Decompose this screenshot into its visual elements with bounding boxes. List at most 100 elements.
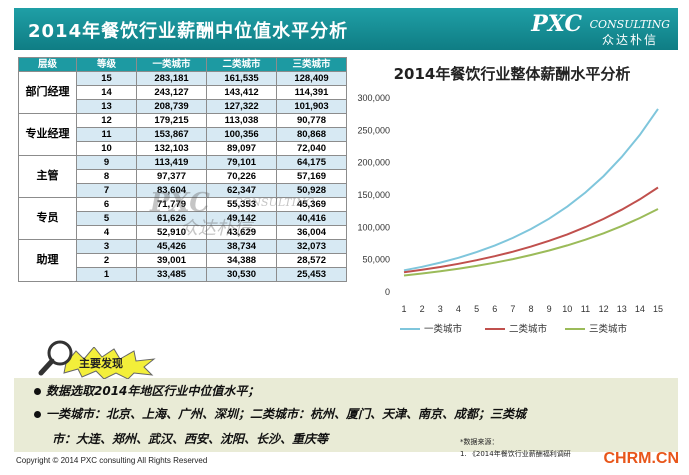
level-label: 专业经理 [18,113,77,156]
salary-cell: 34,388 [206,253,277,268]
salary-cell: 71,779 [136,197,207,212]
salary-cell: 101,903 [276,99,347,114]
level-label: 主管 [18,155,77,198]
key-findings-label: 主要发现 [79,357,123,370]
salary-cell: 38,734 [206,239,277,254]
x-tick-label: 14 [635,304,645,314]
salary-cell: 39,001 [136,253,207,268]
x-tick-label: 10 [562,304,572,314]
level-label: 助理 [18,239,77,282]
legend-label: 二类城市 [509,323,548,335]
salary-cell: 57,169 [276,169,347,184]
logo-chinese-text: 众达朴信 [601,33,658,47]
grade-cell: 14 [76,85,137,100]
salary-cell: 25,453 [276,267,347,282]
header-tier3: 三类城市 [276,57,347,72]
table-body: 部门经理 15 283,181 161,535 128,409 14 243,127 143,… [18,71,347,282]
salary-cell: 90,778 [276,113,347,128]
page-title: 2014年餐饮行业薪酬中位值水平分析 [28,21,349,42]
salary-cell: 113,419 [136,155,207,170]
salary-cell: 243,127 [136,85,207,100]
table-row: 主管 9 113,419 79,101 64,175 [18,155,347,198]
grade-cell: 12 [76,113,137,128]
table-row: 部门经理 15 283,181 161,535 128,409 [18,71,347,114]
table-row: 专员 6 71,779 55,353 45,369 [18,197,347,240]
x-tick-label: 4 [456,304,461,314]
finding-line-3: 市：大连、郑州、武汉、西安、沈阳、长沙、重庆等 [52,432,329,446]
header-grade: 等级 [76,57,137,72]
salary-cell: 49,142 [206,211,277,226]
logo-main-text: PXC [531,11,582,37]
y-tick-label: 200,000 [357,158,390,168]
grade-cell: 3 [76,239,137,254]
table-row: 10 132,103 89,097 72,040 [19,141,347,156]
x-tick-label: 3 [438,304,443,314]
chart-title: 2014年餐饮行业整体薪酬水平分析 [393,65,631,83]
grade-cell: 15 [76,71,137,86]
header-tier2: 二类城市 [206,57,277,72]
x-tick-label: 6 [492,304,497,314]
salary-cell: 70,226 [206,169,277,184]
grade-cell: 4 [76,225,137,240]
table-row: 13 208,739 127,322 101,903 [19,99,347,114]
series-line-1 [403,108,659,272]
grade-cell: 5 [76,211,137,226]
salary-cell: 61,626 [136,211,207,226]
salary-cell: 52,910 [136,225,207,240]
salary-cell: 179,215 [136,113,207,128]
copyright-text: Copyright © 2014 PXC consulting All Righ… [16,456,208,465]
bullet-icon [34,388,41,395]
header-level: 层级 [18,57,77,72]
table-row: 11 153,867 100,356 80,868 [19,127,347,142]
salary-cell: 89,097 [206,141,277,156]
starburst-badge [63,347,156,379]
table-header-row: 层级 等级 一类城市 二类城市 三类城市 [18,57,347,72]
salary-cell: 100,356 [206,127,277,142]
salary-cell: 40,416 [276,211,347,226]
salary-cell: 127,322 [206,99,277,114]
salary-cell: 32,073 [276,239,347,254]
level-label: 部门经理 [18,71,77,114]
legend-label: 三类城市 [589,323,628,335]
salary-cell: 97,377 [136,169,207,184]
salary-cell: 55,353 [206,197,277,212]
salary-cell: 43,629 [206,225,277,240]
findings-box: 数据选取2014年地区行业中位值水平； 一类城市：北京、上海、广州、深圳；二类城… [14,378,678,452]
salary-cell: 83,604 [136,183,207,198]
site-watermark: CHRM.CN [603,450,679,467]
y-tick-label: 50,000 [362,255,390,265]
salary-cell: 283,181 [136,71,207,86]
y-tick-label: 100,000 [357,222,390,232]
grade-cell: 9 [76,155,137,170]
salary-cell: 113,038 [206,113,277,128]
salary-cell: 143,412 [206,85,277,100]
company-logo: PXC CONSULTING 众达朴信 [510,11,670,47]
y-tick-label: 250,000 [357,125,390,135]
table-row: 7 83,604 62,347 50,928 [19,183,347,198]
table-row: 4 52,910 43,629 36,004 [19,225,347,240]
grade-cell: 11 [76,127,137,142]
x-tick-label: 2 [420,304,425,314]
salary-table: 层级 等级 一类城市 二类城市 三类城市 部门经理 15 283,181 161,53… [18,57,347,282]
table-row: 专业经理 12 179,215 113,038 90,778 [18,113,347,156]
grade-cell: 6 [76,197,137,212]
legend-label: 一类城市 [424,323,463,335]
x-tick-label: 5 [474,304,479,314]
salary-cell: 62,347 [206,183,277,198]
x-tick-label: 9 [547,304,552,314]
finding-line-1: 数据选取2014年地区行业中位值水平； [34,382,259,399]
x-tick-label: 15 [653,304,663,314]
salary-cell: 33,485 [136,267,207,282]
x-tick-label: 11 [581,304,590,314]
header-tier1: 一类城市 [136,57,207,72]
data-source: *数据来源： 1. 《2014年餐饮行业薪酬福利调研 [460,436,571,460]
y-tick-label: 150,000 [357,190,390,200]
finding-line-2: 一类城市：北京、上海、广州、深圳；二类城市：杭州、厦门、天津、南京、成都；三类城 [34,405,526,422]
salary-cell: 208,739 [136,99,207,114]
grade-cell: 13 [76,99,137,114]
grade-cell: 1 [76,267,137,282]
salary-cell: 79,101 [206,155,277,170]
x-tick-label: 13 [617,304,627,314]
finding-text-2: 一类城市：北京、上海、广州、深圳；二类城市：杭州、厦门、天津、南京、成都；三类城 [46,407,527,421]
logo-sub-text: CONSULTING [589,18,670,31]
